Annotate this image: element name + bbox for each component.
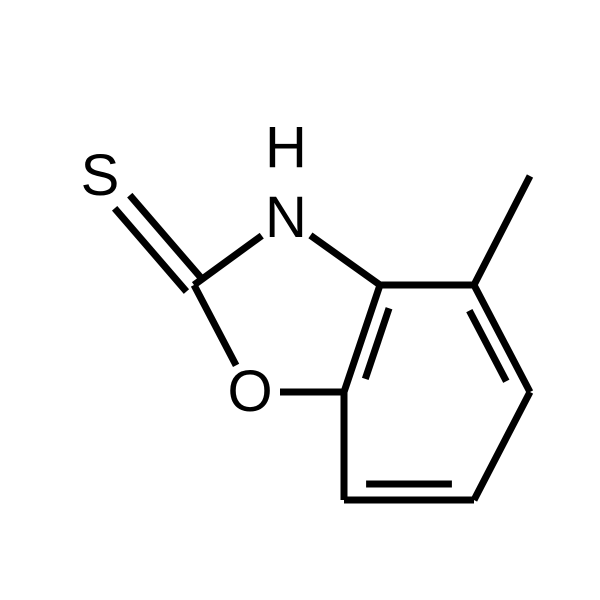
atom-label-o: O (227, 363, 272, 421)
molecule-canvas: { "diagram": { "type": "chemical-structu… (0, 0, 600, 600)
molecule-svg (0, 0, 600, 600)
atom-label-s: S (81, 147, 120, 205)
atom-label-h: H (265, 119, 307, 177)
atom-label-n: N (265, 189, 307, 247)
